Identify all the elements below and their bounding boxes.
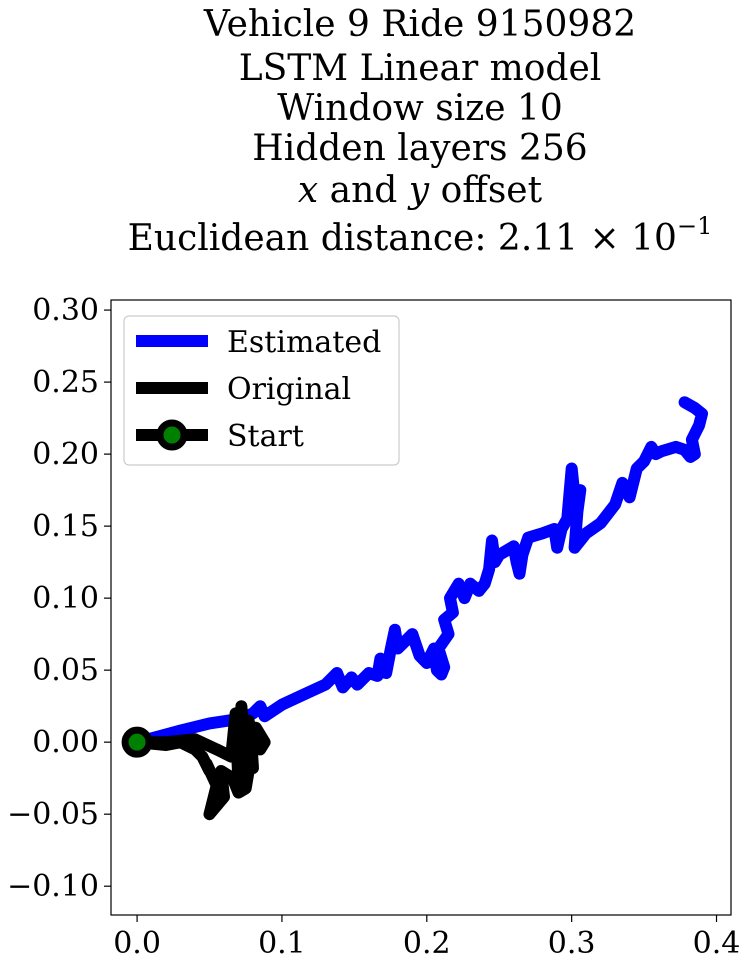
x-tick-label-2: 0.2 (403, 926, 451, 961)
y-tick-label-0: 0.30 (32, 293, 99, 328)
series-line-estimated (131, 396, 708, 749)
y-tick-label-8: −0.10 (7, 869, 99, 904)
title-distance-exponent: −1 (677, 212, 712, 240)
y-tick-label-6: 0.00 (32, 725, 99, 760)
y-tick-label-1: 0.25 (32, 365, 99, 400)
title-offset-rest: offset (429, 170, 542, 211)
y-tick-label-2: 0.20 (32, 437, 99, 472)
x-tick-label-0: 0.0 (113, 926, 161, 961)
chart-title: Vehicle 9 Ride 9150982 LSTM Linear model… (128, 4, 713, 259)
plot-frame (110, 299, 732, 916)
title-line-1: Vehicle 9 Ride 9150982 (203, 4, 636, 45)
y-tick-label-4: 0.10 (32, 581, 99, 616)
title-offset-x: x (298, 170, 318, 211)
title-line-5: x and y offset (298, 170, 543, 211)
title-distance-prefix: Euclidean distance: 2.11 × 10 (128, 218, 677, 259)
title-line-3: Window size 10 (277, 88, 563, 129)
title-offset-y: y (407, 170, 430, 211)
x-tick-label-1: 0.1 (258, 926, 306, 961)
y-tick-label-5: 0.05 (32, 653, 99, 688)
series-layer (121, 396, 708, 821)
legend-box (123, 315, 400, 466)
y-tick-label-3: 0.15 (32, 509, 99, 544)
series-line-original (131, 700, 271, 821)
y-tick-label-7: −0.05 (7, 797, 99, 832)
title-offset-mid: and (318, 170, 409, 211)
legend-label-estimated: Estimated (227, 325, 381, 360)
legend-label-original: Original (227, 372, 351, 407)
ticks-layer: 0.0 0.1 0.2 0.3 0.4 0.30 0.25 0.20 0.15 0.10 0.05 0… (7, 293, 740, 961)
x-tick-label-4: 0.4 (693, 926, 741, 961)
title-line-6: Euclidean distance: 2.11 × 10−1 (128, 212, 713, 259)
legend: Estimated Original Start (123, 315, 400, 466)
legend-label-start: Start (227, 419, 304, 454)
title-line-4: Hidden layers 256 (252, 128, 587, 169)
start-marker (121, 726, 153, 758)
x-tick-label-3: 0.3 (548, 926, 596, 961)
title-line-2: LSTM Linear model (239, 48, 602, 89)
legend-marker-start (156, 419, 188, 451)
